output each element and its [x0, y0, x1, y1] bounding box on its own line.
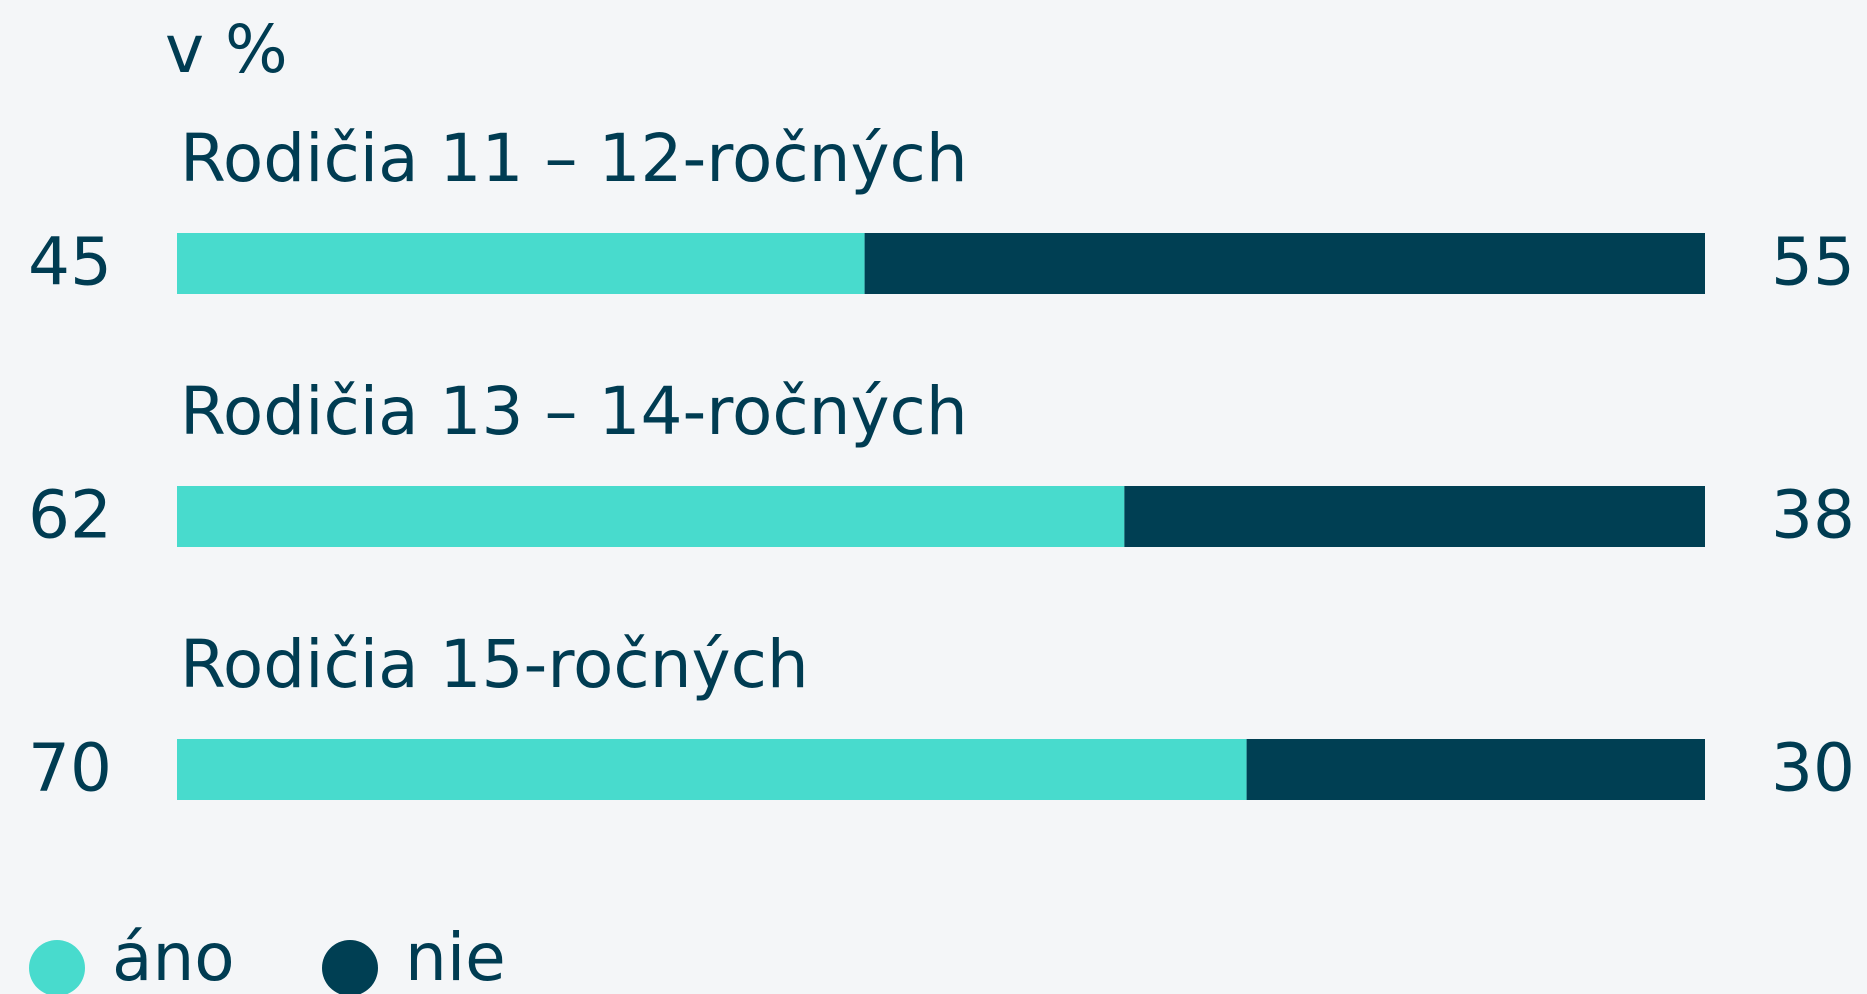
legend-label: nie — [405, 919, 506, 994]
legend-swatch — [29, 940, 85, 994]
bar-segment — [1124, 486, 1705, 547]
value-label: 45 — [28, 224, 112, 301]
category-label: Rodičia 11 – 12-ročných — [180, 120, 968, 197]
value-label: 62 — [28, 477, 112, 554]
value-label: 55 — [1771, 224, 1855, 301]
bar-segment — [864, 233, 1705, 294]
legend-label: áno — [112, 919, 235, 994]
chart-subtitle: v % — [165, 11, 288, 88]
bar-segment — [177, 739, 1247, 800]
category-label: Rodičia 13 – 14-ročných — [180, 373, 968, 450]
bar-segment — [177, 486, 1125, 547]
value-label: 70 — [28, 730, 112, 807]
bar-segment — [1246, 739, 1705, 800]
value-label: 30 — [1771, 730, 1855, 807]
bar-segment — [177, 233, 865, 294]
value-label: 38 — [1771, 477, 1855, 554]
category-label: Rodičia 15-ročných — [180, 626, 809, 703]
legend-swatch — [322, 940, 378, 994]
